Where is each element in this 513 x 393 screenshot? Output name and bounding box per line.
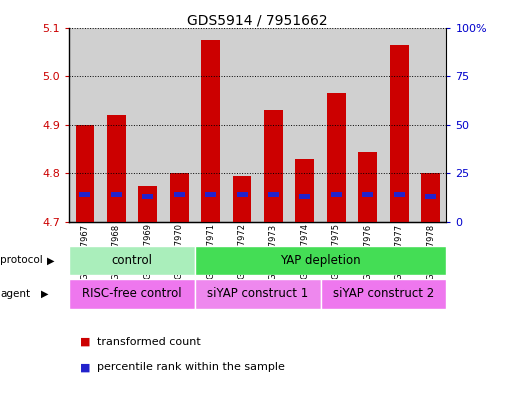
Text: control: control [112, 254, 152, 267]
Bar [201, 40, 220, 222]
Text: ▶: ▶ [41, 289, 48, 299]
Bar [331, 192, 342, 197]
Bar [111, 192, 122, 197]
Bar [352, 28, 383, 222]
Text: RISC-free control: RISC-free control [82, 287, 182, 300]
Bar [170, 173, 189, 222]
Bar [69, 246, 195, 275]
Bar [195, 279, 321, 309]
Text: ■: ■ [80, 362, 90, 373]
Text: siYAP construct 1: siYAP construct 1 [207, 287, 308, 300]
Bar [358, 152, 377, 222]
Bar [80, 192, 90, 197]
Bar [195, 246, 446, 275]
Bar [321, 279, 446, 309]
Bar [226, 28, 258, 222]
Text: transformed count: transformed count [97, 337, 201, 347]
Bar [415, 28, 446, 222]
Bar [132, 28, 164, 222]
Bar [236, 192, 248, 197]
Text: percentile rank within the sample: percentile rank within the sample [97, 362, 285, 373]
Bar [264, 110, 283, 222]
Text: ▶: ▶ [47, 255, 55, 265]
Bar [383, 28, 415, 222]
Bar [174, 192, 185, 197]
Bar [205, 192, 216, 197]
Bar [258, 28, 289, 222]
Bar [421, 173, 440, 222]
Bar [195, 28, 226, 222]
Bar [75, 125, 94, 222]
Bar [425, 194, 436, 199]
Text: GDS5914 / 7951662: GDS5914 / 7951662 [187, 14, 328, 28]
Bar [69, 28, 101, 222]
Bar [164, 28, 195, 222]
Bar [393, 192, 405, 197]
Text: YAP depletion: YAP depletion [280, 254, 361, 267]
Text: protocol: protocol [0, 255, 43, 265]
Bar [142, 194, 153, 199]
Bar [295, 159, 314, 222]
Bar [268, 192, 279, 197]
Bar [327, 93, 346, 222]
Text: agent: agent [0, 289, 30, 299]
Bar [362, 192, 373, 197]
Bar [321, 28, 352, 222]
Bar [107, 115, 126, 222]
Bar [69, 279, 195, 309]
Bar [390, 44, 408, 222]
Bar [300, 194, 310, 199]
Bar [101, 28, 132, 222]
Text: siYAP construct 2: siYAP construct 2 [333, 287, 434, 300]
Bar [139, 185, 157, 222]
Bar [289, 28, 321, 222]
Text: ■: ■ [80, 337, 90, 347]
Bar [233, 176, 251, 222]
